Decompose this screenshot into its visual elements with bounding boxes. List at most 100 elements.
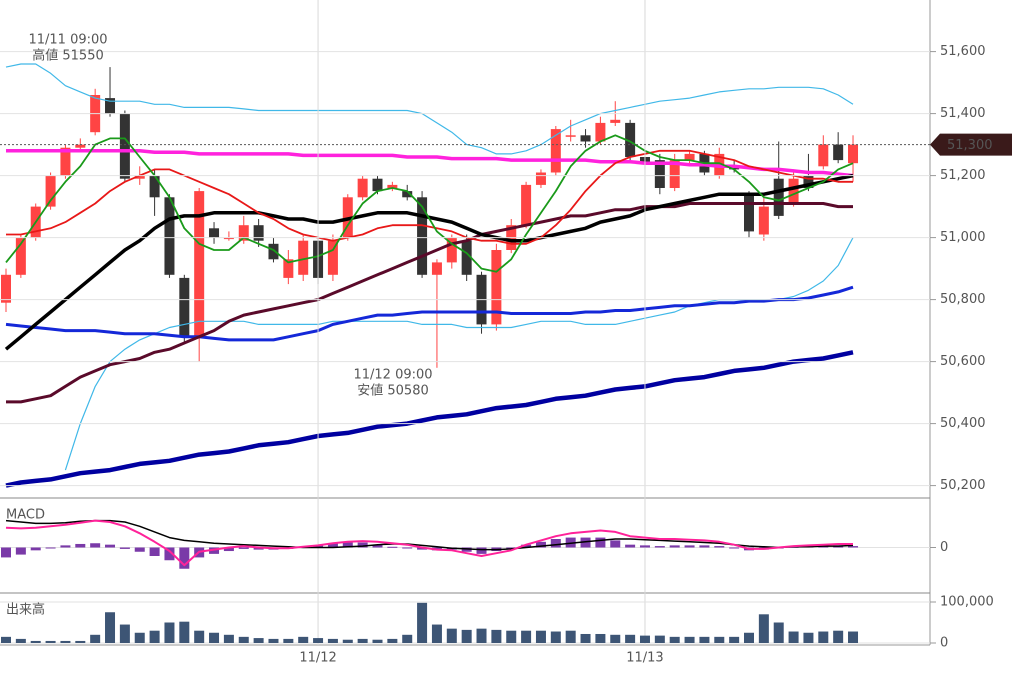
candle-body: [45, 175, 56, 207]
volume-bar: [75, 640, 86, 643]
price-badge-label: 51,300: [947, 138, 993, 153]
candle-body: [848, 144, 859, 164]
histogram-bar: [848, 546, 859, 548]
volume-bar: [164, 622, 175, 643]
volume-bar: [313, 638, 324, 643]
x-tick-label: 11/13: [626, 651, 663, 666]
histogram-bar: [90, 543, 101, 548]
volume-bar: [818, 631, 829, 643]
volume-bar: [431, 624, 442, 643]
histogram-bar: [75, 543, 86, 548]
histogram-bar: [565, 537, 576, 548]
y-tick-label: 51,600: [940, 44, 986, 59]
candle-body: [223, 237, 234, 240]
volume-bar: [833, 630, 844, 643]
candle-body: [461, 240, 472, 275]
volume-bar: [625, 634, 636, 643]
histogram-bar: [595, 537, 606, 548]
candle-body: [491, 250, 502, 325]
histogram-bar: [372, 544, 383, 548]
volume-bar: [744, 632, 754, 643]
volume-bar: [848, 631, 859, 643]
histogram-bar: [119, 547, 130, 549]
volume-bar: [194, 630, 205, 643]
histogram-bar: [60, 545, 71, 548]
volume-bar: [283, 638, 294, 643]
histogram-bar: [535, 541, 546, 548]
line: [6, 202, 853, 404]
candle-body: [803, 175, 814, 188]
volume-bar: [105, 612, 116, 643]
y-tick-label: 51,200: [940, 168, 986, 183]
candle-body: [372, 178, 383, 192]
candle-body: [446, 237, 457, 263]
volume-bar: [149, 630, 160, 643]
volume-bar: [1, 636, 11, 643]
volume-bar: [357, 638, 368, 643]
histogram-bar: [610, 540, 621, 548]
volume-bar: [476, 628, 487, 643]
candle-body: [105, 98, 116, 114]
volume-bar: [387, 638, 398, 643]
volume-bar: [179, 621, 190, 643]
panel-title: 出来高: [6, 602, 45, 618]
histogram-bar: [134, 547, 145, 552]
candle-body: [179, 277, 190, 337]
volume-bar: [758, 614, 769, 643]
candle-body: [60, 147, 71, 176]
histogram-bar: [625, 544, 636, 548]
volume-bar: [610, 634, 621, 643]
candle-body: [15, 237, 26, 275]
y-tick-label: 50,200: [940, 478, 986, 493]
candle-body: [431, 262, 442, 275]
volume-bar: [238, 636, 249, 643]
x-tick-label: 11/12: [299, 651, 336, 666]
volume-bar: [491, 629, 502, 643]
volume-bar: [209, 632, 220, 643]
candle-body: [209, 228, 220, 238]
histogram-bar: [699, 545, 710, 548]
y-tick-label: 0: [940, 540, 948, 555]
volume-bar: [268, 638, 279, 643]
volume-bar: [684, 636, 695, 643]
line: [6, 149, 854, 178]
histogram-bar: [654, 546, 665, 548]
candle-body: [758, 206, 769, 235]
price-badge: [930, 133, 1012, 156]
candle-body: [773, 178, 784, 216]
y-tick-label: 50,800: [940, 292, 986, 307]
candle-body: [119, 113, 130, 179]
candle-body: [387, 184, 398, 188]
volume-bar: [402, 634, 413, 643]
histogram-bar: [105, 544, 116, 548]
line: [5, 134, 854, 273]
histogram-bar: [387, 546, 398, 548]
volume-bar: [639, 635, 650, 643]
line: [5, 350, 854, 488]
candle-body: [521, 184, 532, 226]
volume-bar: [535, 630, 546, 643]
volume-bar: [417, 602, 428, 643]
annotation: 高値 51550: [32, 48, 104, 64]
volume-bar: [90, 634, 101, 643]
volume-bar: [461, 629, 472, 643]
volume-bar: [506, 630, 517, 643]
candle-body: [550, 129, 561, 173]
candle-body: [268, 243, 279, 260]
volume-bar: [729, 636, 740, 643]
histogram-bar: [253, 547, 264, 550]
line: [5, 519, 853, 567]
y-tick-label: 51,400: [940, 106, 986, 121]
histogram-bar: [417, 547, 428, 550]
candle-body: [744, 194, 754, 232]
histogram-bar: [179, 547, 190, 569]
candle-body: [818, 144, 829, 167]
histogram-bar: [669, 545, 680, 548]
line: [5, 63, 854, 155]
y-tick-label: 50,600: [940, 354, 986, 369]
line: [5, 285, 854, 342]
histogram-bar: [684, 545, 695, 548]
line: [5, 519, 854, 551]
candle-body: [194, 191, 205, 337]
